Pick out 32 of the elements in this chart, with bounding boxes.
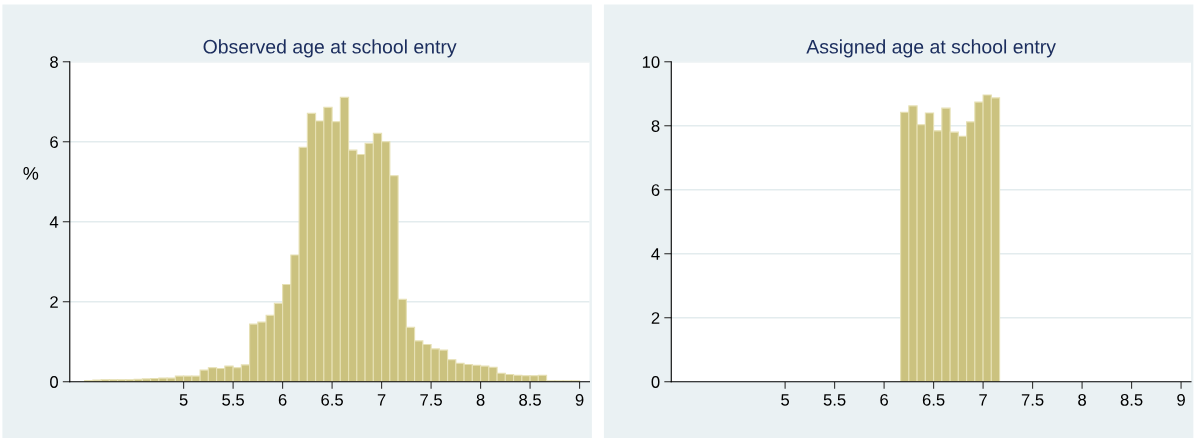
y-tick-label: 2 [50,296,58,308]
chart-title: Assigned age at school entry [806,39,1056,58]
y-tick-label: 0 [50,376,59,388]
x-tick-label: 5 [781,394,790,406]
x-tick-label: 8 [1078,393,1086,406]
y-tick-label: 6 [651,184,660,196]
y-axis-title: % [23,167,39,180]
y-tick-label: 8 [50,56,58,68]
y-tick-label: 10 [642,56,660,68]
x-tick-label: 6 [278,393,287,406]
x-tick-label: 6.5 [321,393,343,406]
x-tick-label: 7.5 [1021,394,1044,406]
x-tick-label: 8 [476,393,485,406]
y-tick-label: 4 [651,248,660,260]
x-tick-label: 7.5 [420,394,442,406]
x-tick-label: 5 [179,394,188,406]
y-tick-label: 4 [49,216,59,228]
x-tick-label: 6 [880,393,888,406]
x-tick-label: 5.5 [222,394,244,406]
y-tick-label: 0 [651,376,660,388]
x-tick-label: 8.5 [1120,393,1143,406]
x-tick-label: 7 [979,394,987,406]
x-tick-label: 6.5 [922,393,945,406]
y-tick-label: 6 [50,136,58,148]
x-tick-label: 5.5 [823,394,846,406]
y-tick-label: 8 [651,120,660,132]
x-tick-label: 7 [377,394,386,406]
y-tick-label: 2 [651,312,660,324]
x-tick-label: 9 [575,393,584,406]
chart-title: Observed age at school entry [203,39,457,58]
x-tick-label: 9 [1177,393,1185,406]
x-tick-label: 8.5 [519,393,541,406]
